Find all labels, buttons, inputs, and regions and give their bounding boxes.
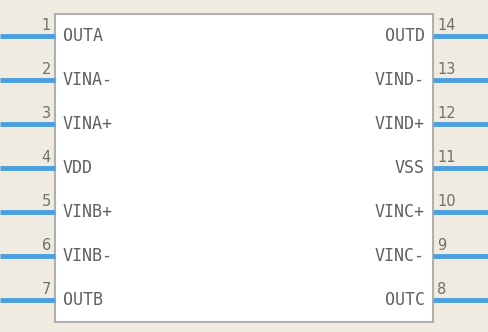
Text: 3: 3 bbox=[42, 106, 51, 121]
Text: 4: 4 bbox=[42, 150, 51, 165]
Text: OUTA: OUTA bbox=[63, 27, 103, 45]
Text: 11: 11 bbox=[437, 150, 455, 165]
Text: 1: 1 bbox=[42, 18, 51, 33]
Text: 9: 9 bbox=[437, 238, 446, 253]
Text: VINB+: VINB+ bbox=[63, 203, 113, 221]
Text: 12: 12 bbox=[437, 106, 456, 121]
Text: 5: 5 bbox=[42, 194, 51, 209]
Text: VDD: VDD bbox=[63, 159, 93, 177]
Text: OUTB: OUTB bbox=[63, 291, 103, 309]
Text: 2: 2 bbox=[41, 62, 51, 77]
Text: VIND+: VIND+ bbox=[375, 115, 425, 133]
Text: 10: 10 bbox=[437, 194, 456, 209]
Text: 6: 6 bbox=[42, 238, 51, 253]
Text: OUTD: OUTD bbox=[385, 27, 425, 45]
Text: 13: 13 bbox=[437, 62, 455, 77]
Text: 14: 14 bbox=[437, 18, 455, 33]
Text: VINA-: VINA- bbox=[63, 71, 113, 89]
Text: 7: 7 bbox=[41, 282, 51, 297]
Bar bbox=[55, 14, 433, 322]
Text: VINB-: VINB- bbox=[63, 247, 113, 265]
Text: VINC-: VINC- bbox=[375, 247, 425, 265]
Text: VSS: VSS bbox=[395, 159, 425, 177]
Text: VINA+: VINA+ bbox=[63, 115, 113, 133]
Text: 8: 8 bbox=[437, 282, 446, 297]
Text: VINC+: VINC+ bbox=[375, 203, 425, 221]
Text: OUTC: OUTC bbox=[385, 291, 425, 309]
Text: VIND-: VIND- bbox=[375, 71, 425, 89]
